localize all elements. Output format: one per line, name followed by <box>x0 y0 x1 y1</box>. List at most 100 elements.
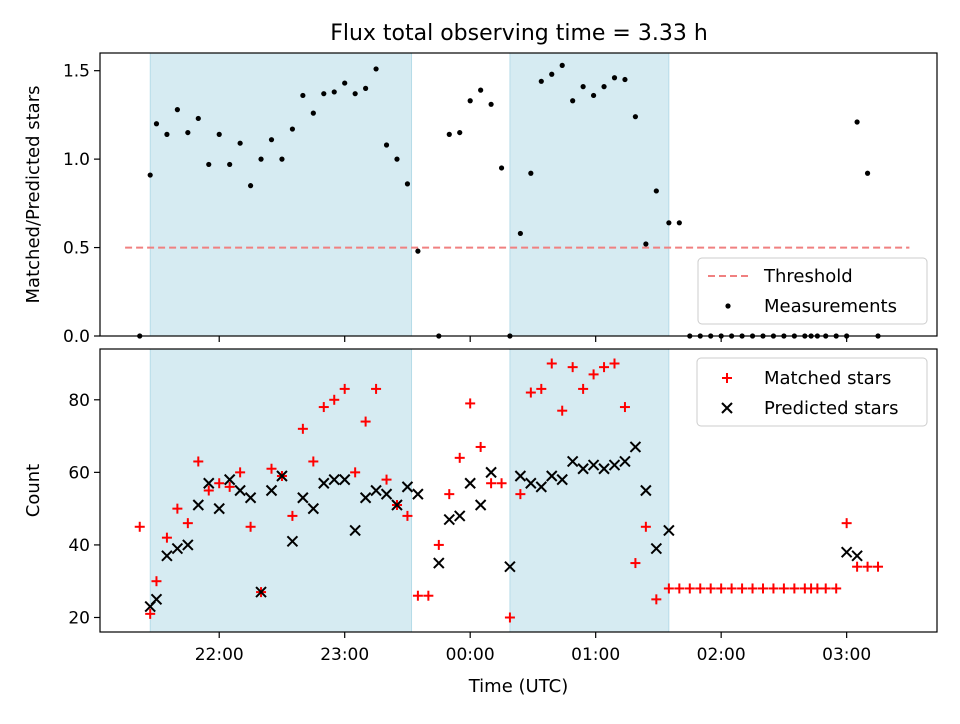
y-tick-label: 0.5 <box>63 239 90 259</box>
data-point <box>588 369 599 380</box>
marker-stroke <box>412 488 424 500</box>
legend: Matched stars Predicted stars <box>696 357 928 427</box>
marker-stroke <box>391 499 403 511</box>
shaded-interval <box>149 348 413 633</box>
data-point <box>567 362 578 373</box>
x-tick-label: 02:00 <box>697 645 746 665</box>
data-point <box>514 470 527 482</box>
legend-box <box>697 257 928 325</box>
data-point <box>570 98 576 104</box>
data-point <box>339 383 350 394</box>
marker-stroke <box>577 463 589 475</box>
legend-label: Measurements <box>764 296 897 317</box>
data-point <box>404 181 411 187</box>
marker-stroke <box>454 510 466 522</box>
data-point <box>486 478 497 489</box>
y-tick-label: 1.5 <box>63 62 90 82</box>
data-point <box>632 114 639 120</box>
data-point <box>577 463 589 475</box>
data-point <box>674 583 685 594</box>
data-point <box>349 524 361 537</box>
marker-stroke <box>504 560 516 573</box>
data-point <box>412 590 423 601</box>
marker-stroke <box>514 470 527 482</box>
data-point <box>342 80 348 86</box>
data-point <box>629 441 642 453</box>
marker-stroke <box>525 477 537 489</box>
marker-stroke <box>286 535 299 548</box>
data-point <box>653 188 659 194</box>
data-point <box>640 521 651 532</box>
data-point <box>590 92 597 99</box>
marker-stroke <box>629 441 642 453</box>
marker-stroke <box>370 484 382 497</box>
data-point <box>457 129 463 136</box>
marker-stroke <box>608 459 621 471</box>
marker-stroke <box>556 473 568 486</box>
data-point <box>488 101 494 107</box>
data-point <box>193 456 204 467</box>
data-point <box>234 484 246 497</box>
data-point <box>705 583 716 594</box>
marker-stroke <box>640 484 652 497</box>
data-point <box>328 473 340 486</box>
data-point <box>147 172 153 178</box>
x-tick-label: 22:00 <box>195 645 244 665</box>
y-tick-label: 20 <box>68 608 90 628</box>
marker-stroke <box>234 484 246 497</box>
data-point <box>412 488 424 500</box>
data-point <box>619 402 630 413</box>
marker-stroke <box>401 481 414 493</box>
data-point <box>370 484 382 497</box>
data-point <box>666 220 672 226</box>
data-point <box>446 131 452 137</box>
y-tick-label: 1.0 <box>63 150 90 170</box>
marker-stroke <box>182 539 194 551</box>
data-point <box>873 561 884 572</box>
data-point <box>854 119 860 125</box>
data-point <box>622 76 628 83</box>
data-point <box>525 477 537 489</box>
data-point <box>402 510 413 521</box>
data-point <box>195 115 201 122</box>
marker-stroke <box>203 477 215 489</box>
data-point <box>566 455 579 468</box>
data-point <box>841 518 852 529</box>
data-point <box>650 542 663 555</box>
data-point <box>695 583 706 594</box>
data-point <box>352 91 358 97</box>
data-point <box>134 521 145 532</box>
marker-stroke <box>255 586 267 598</box>
legend: Threshold Measurements <box>697 257 928 325</box>
y-axis-label: Count <box>23 464 44 517</box>
data-point <box>255 586 267 598</box>
marker-stroke <box>485 466 497 479</box>
data-point <box>609 358 620 369</box>
marker-stroke <box>328 473 340 486</box>
data-point <box>145 608 156 619</box>
marker-stroke <box>464 477 476 489</box>
data-point <box>223 473 236 486</box>
marker-stroke <box>587 459 600 471</box>
data-point <box>852 561 863 572</box>
data-point <box>485 466 497 479</box>
data-point <box>153 121 160 127</box>
marker-stroke <box>474 499 487 511</box>
marker-stroke <box>297 492 309 504</box>
data-point <box>556 473 568 486</box>
data-point <box>651 594 662 605</box>
data-point <box>599 362 610 373</box>
data-point <box>161 550 173 562</box>
marker-stroke <box>535 481 548 493</box>
data-point <box>381 474 392 485</box>
marker-stroke <box>338 473 351 486</box>
data-point <box>467 98 473 104</box>
data-point <box>203 485 214 496</box>
x-tick-label: 03:00 <box>822 645 871 665</box>
marker-stroke <box>223 473 236 486</box>
data-point <box>307 502 320 515</box>
data-point <box>517 230 523 237</box>
data-point <box>663 524 675 537</box>
legend-label: Threshold <box>763 266 853 287</box>
data-point <box>331 89 337 95</box>
